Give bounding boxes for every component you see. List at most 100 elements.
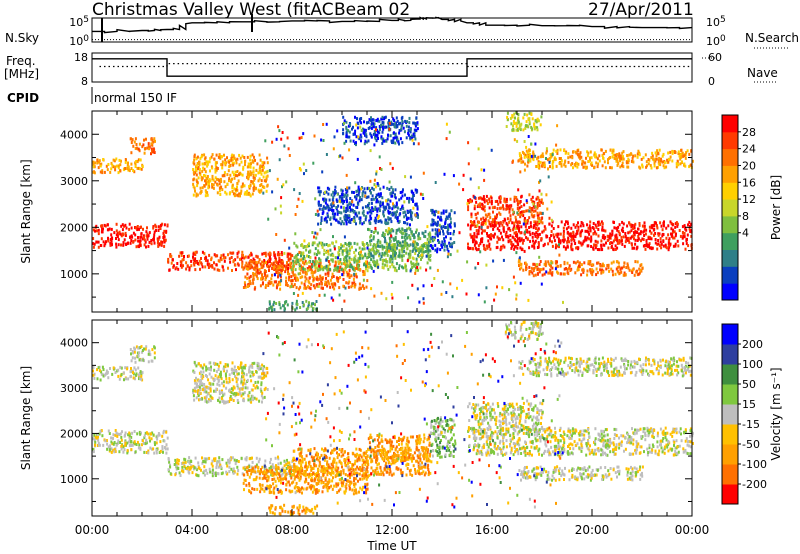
power-cell	[218, 153, 221, 157]
power-cell	[452, 174, 455, 178]
power-cell	[367, 253, 370, 257]
power-cell	[277, 125, 280, 129]
power-cell	[429, 240, 432, 243]
power-cell	[292, 270, 294, 274]
power-cell	[394, 141, 397, 145]
power-cell	[533, 224, 536, 227]
power-cell	[341, 273, 344, 277]
power-cell	[103, 170, 106, 174]
power-cell	[255, 261, 258, 265]
power-cell	[483, 178, 486, 182]
velocity-cell	[144, 431, 147, 435]
power-cell	[531, 244, 534, 248]
power-cell	[236, 170, 239, 173]
power-cell	[513, 138, 516, 142]
power-cell	[623, 261, 626, 265]
power-cell	[336, 129, 339, 133]
power-cell	[325, 264, 328, 268]
power-cell	[519, 246, 522, 250]
power-cell	[444, 222, 447, 226]
power-cell	[679, 234, 682, 238]
power-cell	[683, 231, 686, 235]
power-cell	[645, 242, 648, 246]
power-cell	[345, 200, 348, 204]
power-cell	[309, 256, 312, 259]
power-cell	[203, 167, 206, 171]
power-cell	[536, 205, 539, 208]
power-cell	[667, 151, 670, 155]
power-cell	[624, 232, 627, 235]
velocity-cell	[138, 430, 141, 434]
power-cell	[576, 153, 579, 157]
power-cell	[581, 162, 584, 166]
power-cell	[400, 127, 403, 131]
power-cell	[313, 276, 316, 280]
power-cell	[278, 266, 281, 270]
power-cell	[244, 283, 247, 287]
power-cell	[255, 274, 258, 278]
power-cell	[449, 253, 452, 257]
power-cell	[105, 240, 107, 244]
power-cell	[356, 126, 359, 130]
power-cell	[543, 163, 546, 167]
power-cell	[343, 235, 346, 239]
power-cell	[586, 150, 589, 154]
power-cell	[336, 192, 339, 196]
power-cell	[577, 240, 580, 244]
power-cell	[523, 217, 526, 220]
power-cell	[602, 264, 605, 268]
power-cell	[198, 162, 201, 166]
power-cell	[622, 165, 625, 169]
power-cell	[267, 284, 270, 287]
power-cell	[412, 132, 415, 136]
power-cell	[412, 194, 415, 197]
power-cell	[417, 237, 420, 241]
power-cell	[132, 240, 135, 244]
power-cell	[265, 177, 268, 181]
power-cell	[299, 306, 302, 309]
power-cell	[379, 187, 382, 191]
power-cell	[649, 164, 652, 168]
power-cell	[375, 139, 378, 143]
power-cell	[509, 234, 512, 237]
power-cell	[359, 268, 362, 271]
power-cell	[414, 213, 417, 217]
power-cell	[513, 195, 516, 199]
power-cell	[409, 269, 412, 273]
velocity-cell	[134, 450, 137, 454]
power-cell	[405, 136, 408, 140]
power-cell	[612, 149, 615, 153]
power-cell	[262, 164, 265, 168]
power-cell	[281, 253, 284, 257]
power-cell	[398, 142, 400, 146]
power-cell	[232, 260, 235, 264]
power-cell	[373, 251, 376, 255]
power-cell	[548, 239, 551, 243]
power-cell	[410, 214, 413, 218]
power-cell	[154, 223, 157, 227]
power-cell	[152, 226, 155, 230]
power-cell	[375, 218, 378, 222]
power-cell	[204, 156, 207, 160]
power-cell	[531, 231, 534, 235]
power-cell	[371, 194, 374, 198]
power-cell	[97, 245, 100, 249]
power-cell	[393, 136, 396, 140]
power-cell	[446, 255, 449, 259]
power-cell	[667, 248, 670, 252]
power-cell	[204, 258, 207, 262]
power-cell	[324, 201, 327, 205]
power-cell	[577, 246, 580, 250]
power-cell	[335, 276, 338, 280]
power-cell	[414, 271, 417, 275]
power-cell	[559, 232, 562, 236]
power-cell	[218, 179, 221, 183]
power-cell	[432, 219, 435, 222]
velocity-cell	[111, 448, 114, 452]
power-cell	[624, 240, 627, 244]
power-cell	[358, 188, 361, 192]
power-cell	[564, 151, 567, 155]
power-cell	[571, 237, 573, 241]
power-cell	[368, 187, 371, 190]
power-cell	[288, 154, 291, 157]
